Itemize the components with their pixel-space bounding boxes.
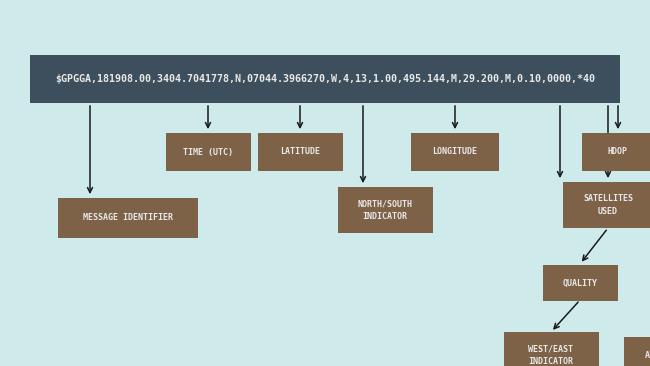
Bar [563, 182, 650, 228]
Bar [582, 133, 650, 171]
Bar [257, 133, 343, 171]
Text: TIME (UTC): TIME (UTC) [183, 147, 233, 157]
Text: WEST/EAST
INDICATOR: WEST/EAST INDICATOR [528, 344, 573, 366]
Text: ALTITUDE: ALTITUDE [645, 351, 650, 359]
Text: HDOP: HDOP [608, 147, 628, 157]
Text: QUALITY: QUALITY [562, 279, 597, 288]
Text: $GPGGA,181908.00,3404.7041778,N,07044.3966270,W,4,13,1.00,495.144,M,29.200,M,0.1: $GPGGA,181908.00,3404.7041778,N,07044.39… [55, 74, 595, 84]
Text: NORTH/SOUTH
INDICATOR: NORTH/SOUTH INDICATOR [358, 199, 413, 221]
Text: MESSAGE IDENTIFIER: MESSAGE IDENTIFIER [83, 213, 173, 223]
Bar [30, 55, 620, 103]
Bar [504, 332, 599, 366]
Text: SATELLITES
USED: SATELLITES USED [583, 194, 633, 216]
Bar [337, 187, 432, 233]
Bar [58, 198, 198, 238]
Bar [166, 133, 250, 171]
Text: LATITUDE: LATITUDE [280, 147, 320, 157]
Bar [624, 337, 650, 366]
Bar [411, 133, 499, 171]
Text: LONGITUDE: LONGITUDE [432, 147, 478, 157]
Bar [543, 265, 618, 301]
